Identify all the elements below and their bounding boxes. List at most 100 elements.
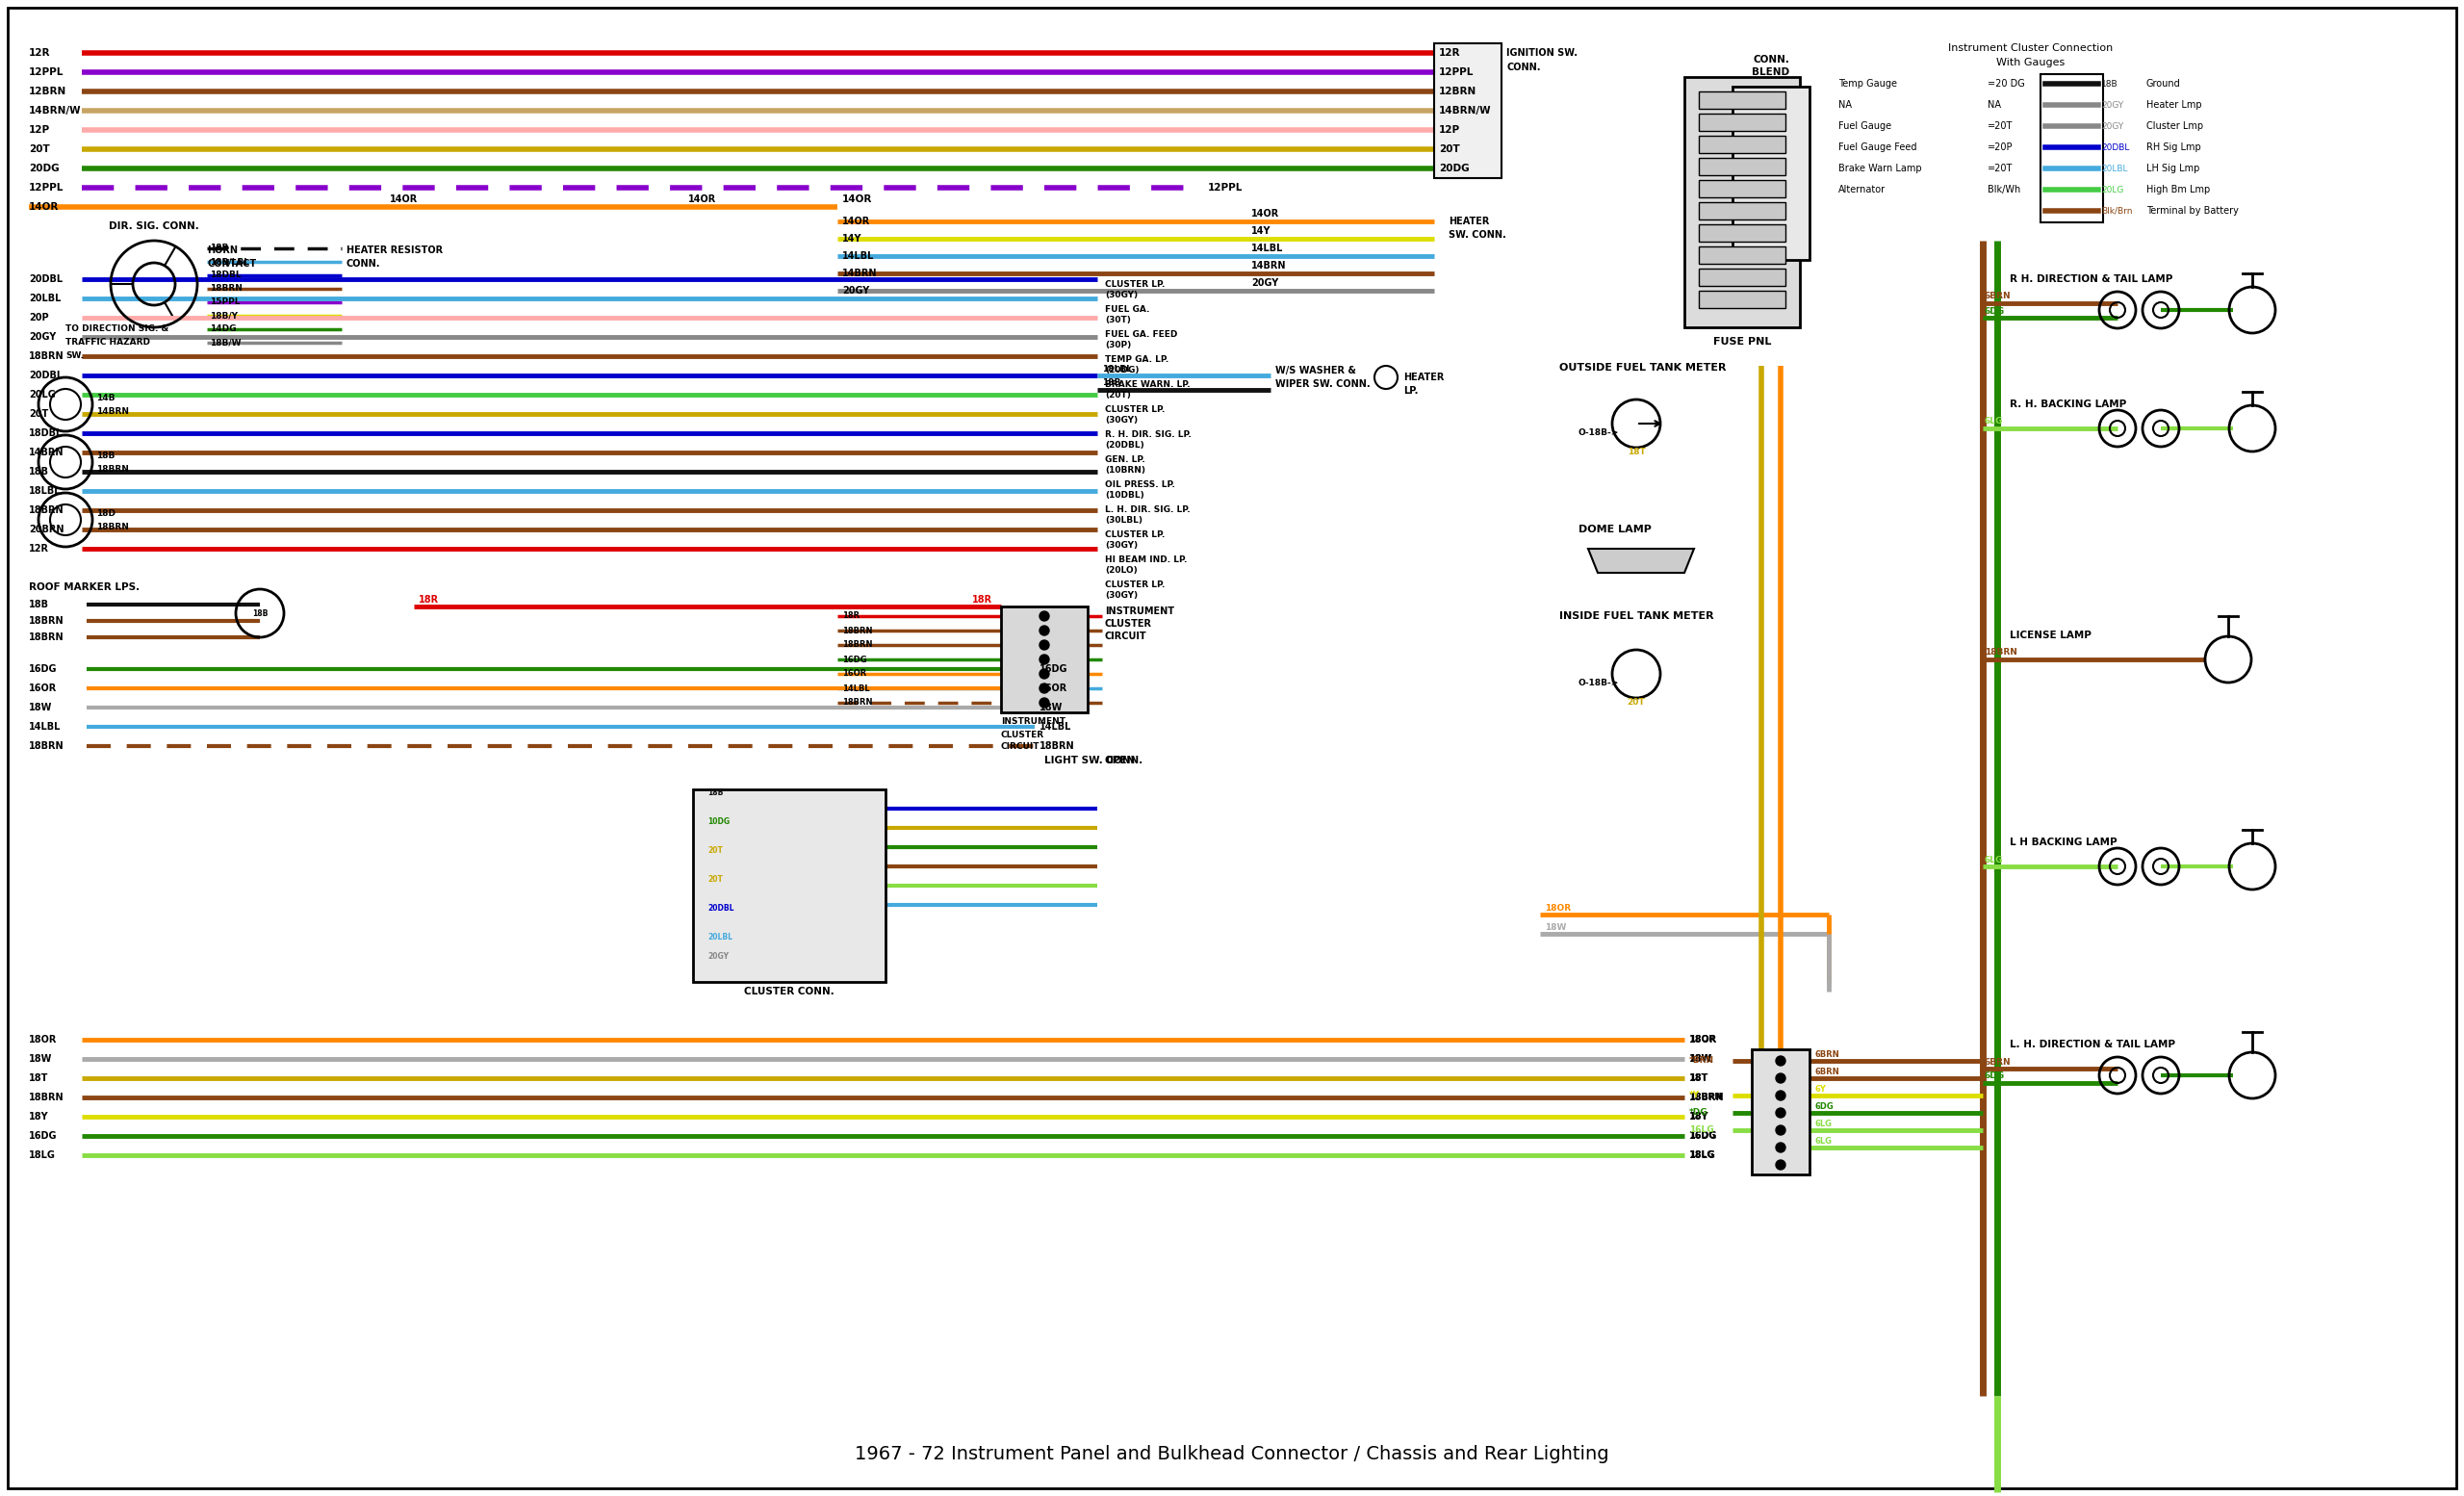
- Text: HEATER: HEATER: [1449, 217, 1488, 226]
- Circle shape: [1777, 1091, 1786, 1101]
- Text: =20 DG: =20 DG: [1988, 79, 2025, 88]
- Bar: [1752, 1049, 1809, 1174]
- Text: R. H. BACKING LAMP: R. H. BACKING LAMP: [2011, 399, 2126, 408]
- Text: Terminal by Battery: Terminal by Battery: [2146, 206, 2240, 215]
- Text: 20DG: 20DG: [1439, 163, 1469, 174]
- Text: 14OR: 14OR: [1252, 209, 1279, 218]
- Text: INSTRUMENT: INSTRUMENT: [1000, 718, 1064, 727]
- Text: 20T: 20T: [30, 145, 49, 154]
- Text: O-18B->: O-18B->: [1579, 429, 1619, 437]
- Text: O-18B->: O-18B->: [1579, 679, 1619, 688]
- Text: Brake Warn Lamp: Brake Warn Lamp: [1838, 163, 1922, 174]
- Text: =20T: =20T: [1988, 121, 2013, 132]
- Text: 18W: 18W: [1545, 923, 1567, 932]
- Bar: [1434, 43, 1501, 178]
- Text: 18T: 18T: [1690, 1074, 1710, 1083]
- Text: Temp Gauge: Temp Gauge: [1838, 79, 1897, 88]
- Text: OUTSIDE FUEL TANK METER: OUTSIDE FUEL TANK METER: [1560, 364, 1727, 373]
- Text: CLUSTER LP.: CLUSTER LP.: [1104, 530, 1165, 539]
- Text: R. H. DIR. SIG. LP.: R. H. DIR. SIG. LP.: [1104, 429, 1193, 438]
- Text: HEATER RESISTOR: HEATER RESISTOR: [347, 245, 444, 256]
- Text: 18OR: 18OR: [1690, 1035, 1715, 1044]
- Text: RH Sig Lmp: RH Sig Lmp: [2146, 142, 2200, 153]
- Text: (20LO): (20LO): [1104, 567, 1138, 574]
- Circle shape: [1040, 655, 1050, 664]
- Text: (30P): (30P): [1104, 341, 1131, 350]
- Text: CLUSTER LP.: CLUSTER LP.: [1104, 580, 1165, 589]
- Text: CONN.: CONN.: [1506, 63, 1540, 72]
- Circle shape: [1777, 1125, 1786, 1135]
- Text: 16DG: 16DG: [1040, 664, 1067, 673]
- Text: 20T: 20T: [30, 408, 49, 419]
- Text: 18B: 18B: [30, 467, 49, 477]
- Text: 18B: 18B: [30, 600, 49, 609]
- Text: CLUSTER LP.: CLUSTER LP.: [1104, 405, 1165, 413]
- Text: 20LG: 20LG: [2102, 186, 2124, 194]
- Bar: [1732, 87, 1809, 260]
- Bar: [1000, 606, 1087, 712]
- Text: 16OR: 16OR: [30, 684, 57, 693]
- Text: 14B: 14B: [96, 393, 116, 402]
- Text: 20T: 20T: [1626, 699, 1646, 708]
- Text: Cluster Lmp: Cluster Lmp: [2146, 121, 2203, 132]
- Text: GEN. LP.: GEN. LP.: [1104, 455, 1146, 464]
- Text: 18BRN: 18BRN: [30, 633, 64, 642]
- Polygon shape: [1589, 549, 1695, 573]
- Text: (30GY): (30GY): [1104, 591, 1138, 600]
- Text: BRAKE WARN. LP.: BRAKE WARN. LP.: [1104, 380, 1190, 389]
- Circle shape: [1040, 625, 1050, 636]
- Text: 20GY: 20GY: [1252, 278, 1279, 287]
- Text: 16DG: 16DG: [843, 655, 867, 664]
- Text: High Bm Lmp: High Bm Lmp: [2146, 186, 2210, 194]
- Text: 18LG: 18LG: [30, 1150, 57, 1159]
- Text: 18LG: 18LG: [1690, 1150, 1715, 1159]
- Text: CONTACT: CONTACT: [207, 259, 256, 269]
- Text: 18BRN: 18BRN: [30, 741, 64, 751]
- Text: Fuel Gauge: Fuel Gauge: [1838, 121, 1892, 132]
- Text: 18B: 18B: [707, 788, 724, 797]
- Text: (30T): (30T): [1104, 316, 1131, 325]
- Text: 18B: 18B: [209, 244, 229, 253]
- Text: (10BRN): (10BRN): [1104, 467, 1146, 476]
- Text: 12PPL: 12PPL: [30, 67, 64, 76]
- Text: 20DBL: 20DBL: [30, 371, 62, 380]
- Text: *Y: *Y: [1690, 1091, 1700, 1100]
- Text: (20T): (20T): [1104, 392, 1131, 399]
- Text: CIRCUIT: CIRCUIT: [1104, 631, 1146, 642]
- Bar: [1698, 247, 1786, 263]
- Text: 18BRN: 18BRN: [1984, 648, 2018, 657]
- Text: ROOF MARKER LPS.: ROOF MARKER LPS.: [30, 582, 140, 592]
- Text: (30GY): (30GY): [1104, 416, 1138, 425]
- Text: 20BRN: 20BRN: [30, 525, 64, 534]
- Circle shape: [1040, 684, 1050, 693]
- Circle shape: [1040, 669, 1050, 679]
- Text: 18R: 18R: [973, 595, 993, 604]
- Text: CIRCUIT: CIRCUIT: [1000, 742, 1040, 751]
- Text: 18B: 18B: [2102, 79, 2119, 88]
- Text: 18R: 18R: [419, 595, 439, 604]
- Text: 18W: 18W: [1690, 1055, 1710, 1064]
- Text: 14OR: 14OR: [843, 217, 870, 226]
- Text: BLEND: BLEND: [1752, 67, 1789, 76]
- Text: 14LBL: 14LBL: [1252, 244, 1284, 253]
- Text: 18OR: 18OR: [1690, 1035, 1717, 1044]
- Text: 18BRN: 18BRN: [843, 640, 872, 649]
- Bar: [1698, 224, 1786, 242]
- Circle shape: [1040, 699, 1050, 708]
- Text: L. H. DIRECTION & TAIL LAMP: L. H. DIRECTION & TAIL LAMP: [2011, 1040, 2176, 1049]
- Text: 18R: 18R: [843, 612, 860, 621]
- Text: 18W: 18W: [30, 703, 52, 712]
- Text: 20T: 20T: [707, 875, 722, 884]
- Text: 18B/W: 18B/W: [209, 338, 241, 347]
- Text: 14BRN: 14BRN: [30, 447, 64, 458]
- Text: 18DBL: 18DBL: [30, 428, 62, 438]
- Text: 20GY: 20GY: [30, 332, 57, 341]
- Bar: [1698, 91, 1786, 109]
- Text: HI BEAM IND. LP.: HI BEAM IND. LP.: [1104, 555, 1188, 564]
- Text: 14OR: 14OR: [687, 194, 717, 203]
- Text: 18Y: 18Y: [1690, 1113, 1708, 1121]
- Text: CLUSTER: CLUSTER: [1104, 619, 1153, 628]
- Circle shape: [1777, 1109, 1786, 1118]
- Text: FUEL GA.: FUEL GA.: [1104, 305, 1151, 313]
- Text: With Gauges: With Gauges: [1996, 58, 2065, 67]
